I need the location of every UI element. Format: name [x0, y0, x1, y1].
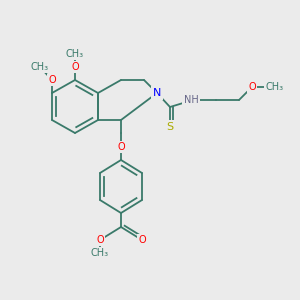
- Text: CH₃: CH₃: [66, 49, 84, 59]
- Text: CH₃: CH₃: [31, 62, 49, 72]
- Text: N: N: [153, 88, 161, 98]
- Text: O: O: [48, 75, 56, 85]
- Text: CH₃: CH₃: [266, 82, 284, 92]
- Text: O: O: [96, 235, 104, 245]
- Text: CH₃: CH₃: [91, 248, 109, 258]
- Text: S: S: [167, 122, 174, 132]
- Text: NH: NH: [184, 95, 198, 105]
- Text: O: O: [248, 82, 256, 92]
- Text: O: O: [117, 142, 125, 152]
- Text: O: O: [138, 235, 146, 245]
- Text: O: O: [71, 62, 79, 72]
